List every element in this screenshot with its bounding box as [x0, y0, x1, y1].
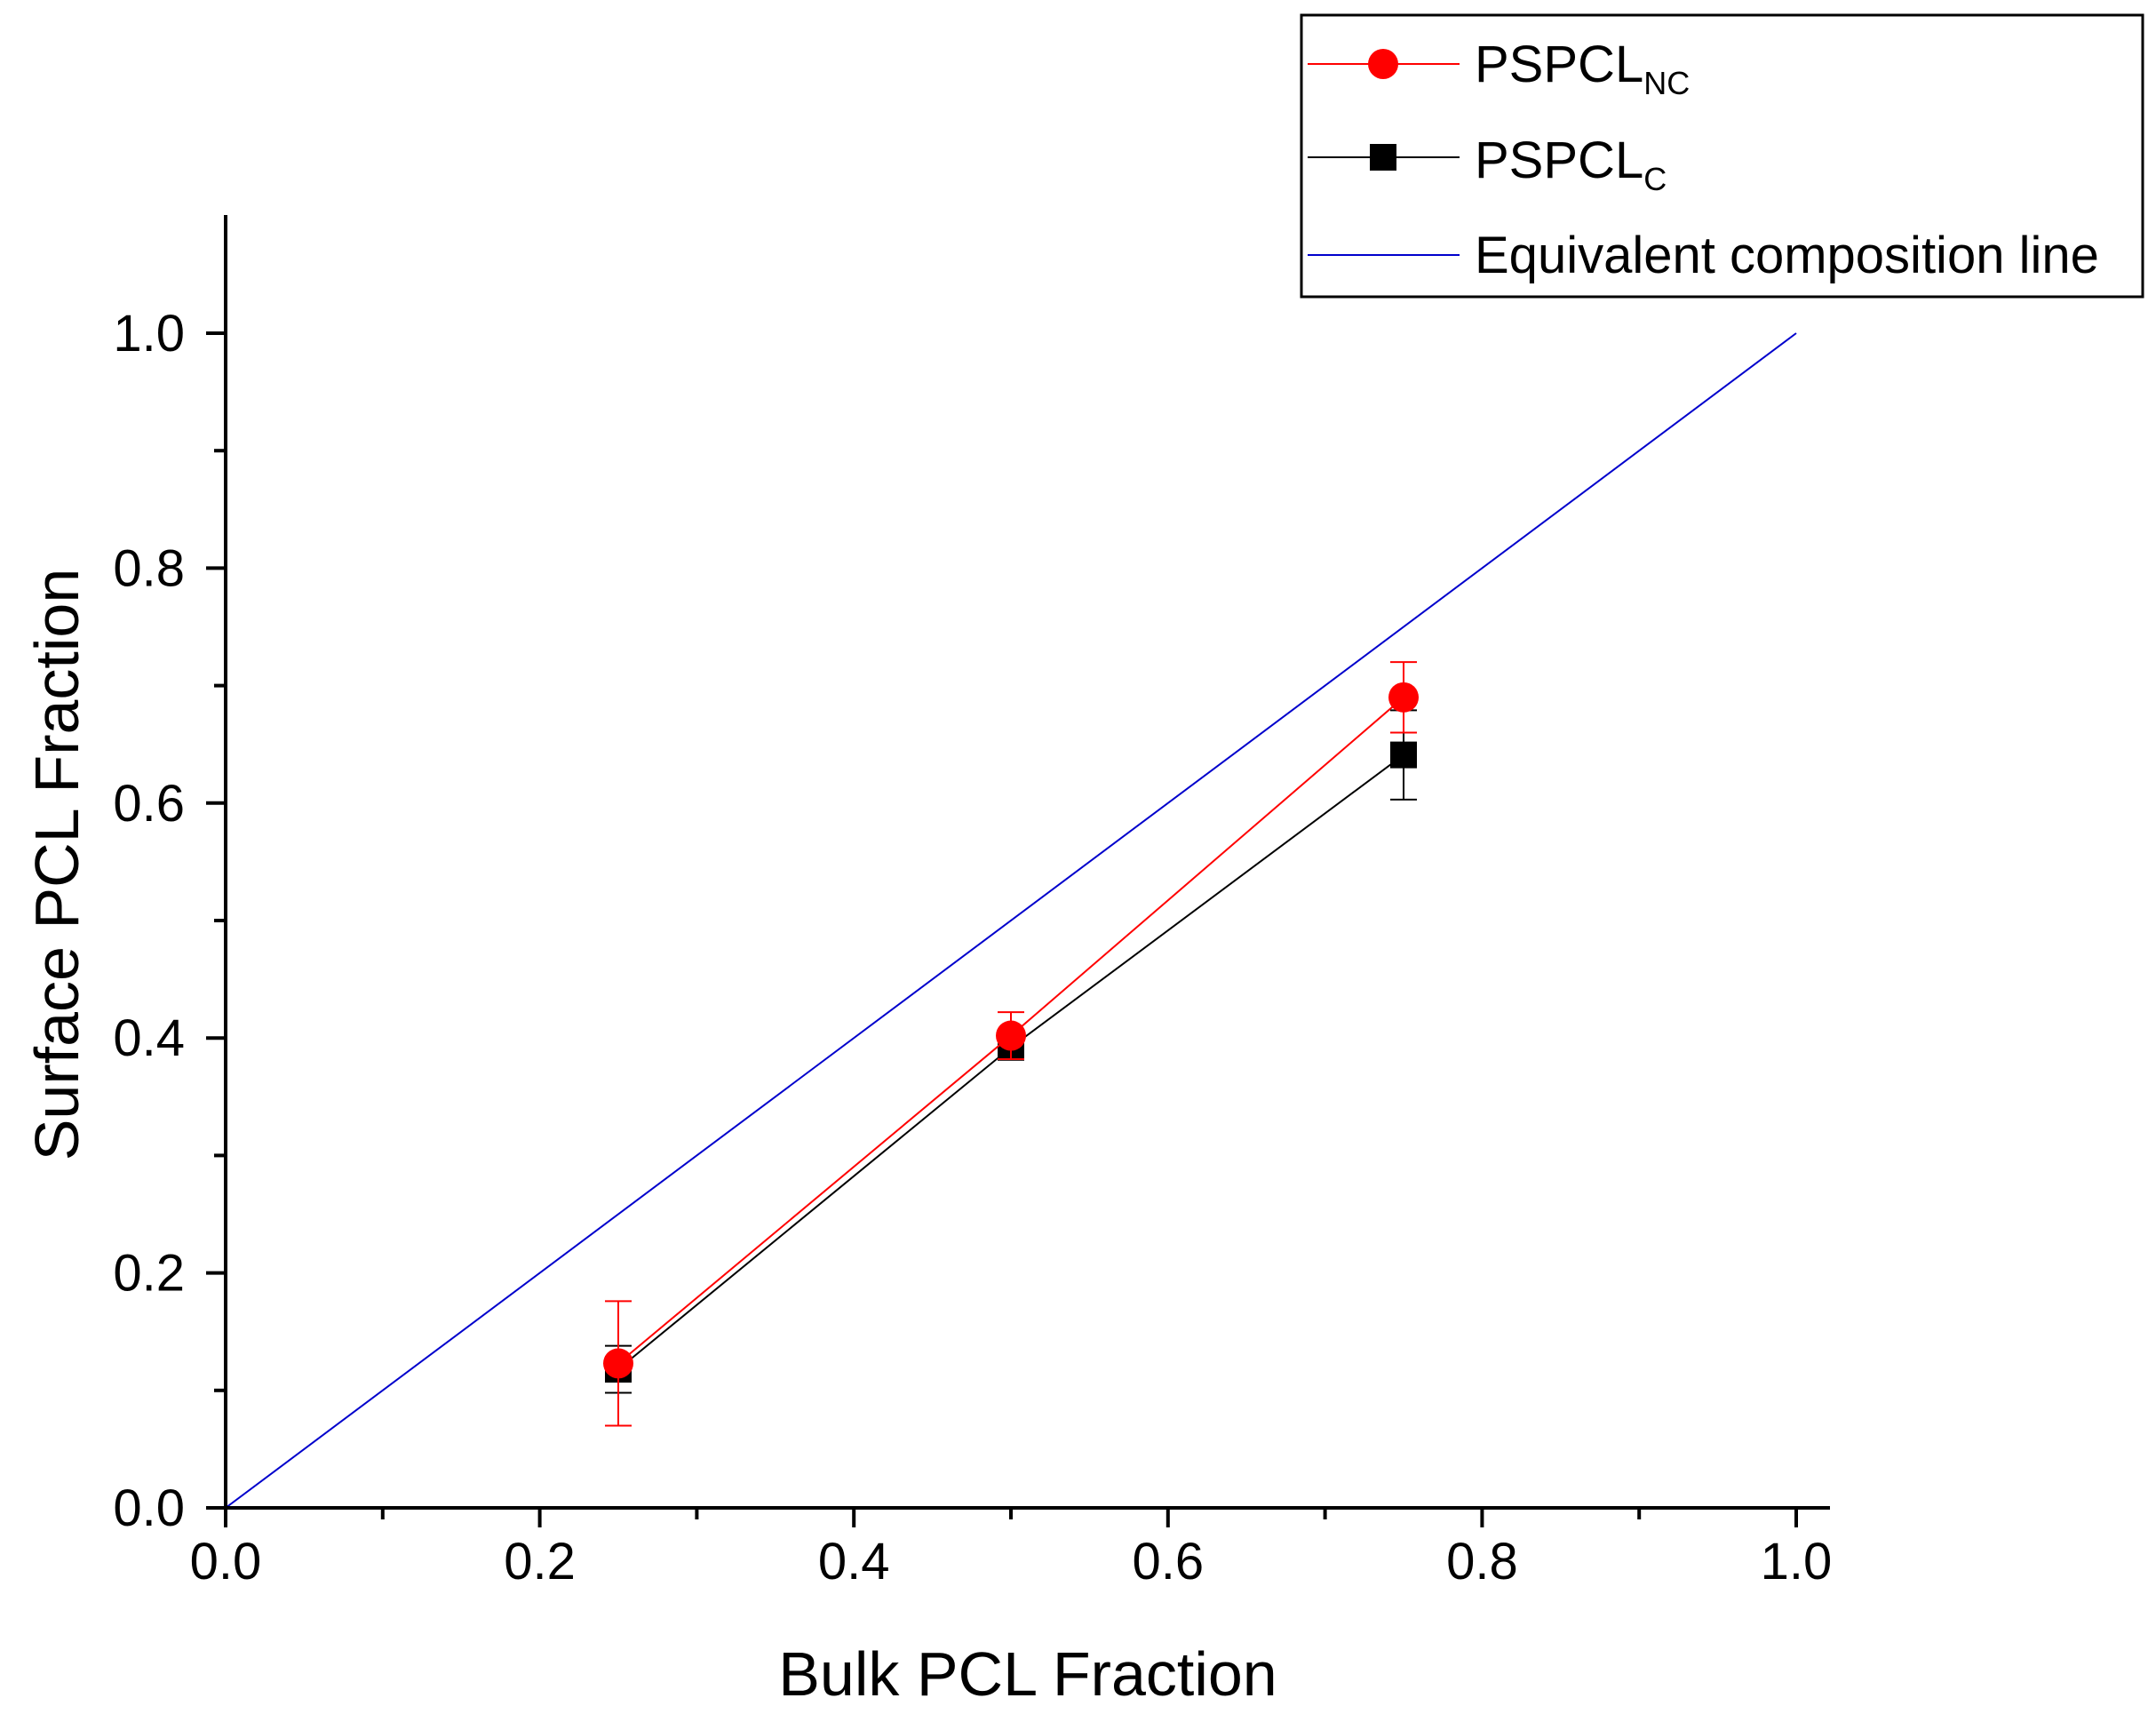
x-tick-label: 0.8 — [1446, 1533, 1518, 1590]
x-tick-label: 0.0 — [190, 1533, 262, 1590]
y-tick-label: 0.4 — [113, 1009, 185, 1067]
data-point-nc — [1388, 682, 1419, 713]
legend-name-c: PSPCL — [1475, 132, 1643, 189]
legend-label-equivalent: Equivalent composition line — [1475, 227, 2099, 284]
plot-area — [225, 332, 1797, 1509]
y-tick-label: 0.6 — [113, 775, 185, 833]
legend-name-nc: PSPCL — [1475, 36, 1643, 93]
legend-box — [1300, 13, 2144, 299]
x-tick-label: 1.0 — [1761, 1533, 1833, 1590]
data-point-nc — [996, 1020, 1026, 1051]
y-tick-label: 0.0 — [113, 1479, 185, 1537]
legend-subscript-c: C — [1643, 161, 1667, 197]
legend-marker-c — [1370, 144, 1396, 171]
x-axis-title: Bulk PCL Fraction — [778, 1639, 1277, 1709]
x-tick-label: 0.6 — [1132, 1533, 1204, 1590]
legend-marker-nc — [1368, 49, 1398, 79]
y-tick-label: 0.2 — [113, 1245, 185, 1303]
axes: 0.0 0.2 0.4 0.6 0.8 1.0 0.0 0.2 0.4 0.6 0.8 1.0 — [113, 215, 1832, 1590]
x-tick-label: 0.4 — [818, 1533, 890, 1590]
y-tick-label: 1.0 — [113, 305, 185, 363]
series-line-c — [617, 753, 1404, 1370]
equivalent-composition-line — [225, 332, 1797, 1509]
legend-label-c: PSPCLC — [1475, 132, 1667, 197]
x-tick-label: 0.2 — [504, 1533, 576, 1590]
data-point-nc — [603, 1348, 633, 1379]
legend-subscript-nc: NC — [1643, 65, 1690, 101]
y-axis-title: Surface PCL Fraction — [22, 569, 91, 1161]
legend: PSPCLNC PSPCLC Equivalent composition li… — [1300, 13, 2144, 299]
data-point-c — [1390, 741, 1417, 769]
legend-label-nc: PSPCLNC — [1475, 36, 1690, 101]
y-tick-label: 0.8 — [113, 539, 185, 597]
